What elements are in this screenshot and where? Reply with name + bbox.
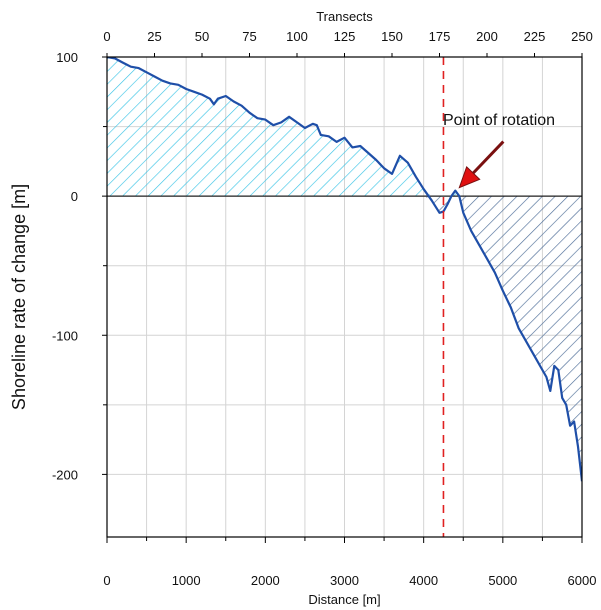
x-tick-label: 3000 [330,573,359,588]
annotation-layer [458,140,505,189]
y-tick-label: 100 [56,50,78,65]
annotation-arrow-head [458,165,481,189]
top-tick-label: 250 [571,29,593,44]
top-tick-label: 125 [334,29,356,44]
y-axis-title: Shoreline rate of change [m] [9,184,29,410]
x-tick-label: 1000 [172,573,201,588]
top-tick-label: 225 [524,29,546,44]
area-fills [107,57,582,482]
annotation-arrow-shaft [472,140,505,175]
x-tick-label: 5000 [488,573,517,588]
y-tick-label: -200 [52,467,78,482]
x-tick-label: 4000 [409,573,438,588]
point-of-rotation-label: Point of rotation [443,112,555,129]
top-tick-label: 50 [195,29,209,44]
top-tick-label: 175 [429,29,451,44]
top-axis-title: Transects [316,9,373,24]
x-tick-label: 2000 [251,573,280,588]
top-tick-label: 150 [381,29,403,44]
shoreline-change-line [107,57,582,482]
x-axis-title: Distance [m] [308,592,380,607]
top-tick-label: 100 [286,29,308,44]
series-layer [107,57,582,537]
top-tick-label: 200 [476,29,498,44]
top-tick-label: 0 [103,29,110,44]
x-tick-label: 0 [103,573,110,588]
negative-change-fill [107,196,582,482]
x-tick-label: 6000 [568,573,597,588]
positive-change-fill [107,57,582,197]
y-tick-label: -100 [52,328,78,343]
top-tick-label: 25 [147,29,161,44]
top-tick-label: 75 [242,29,256,44]
y-tick-label: 0 [71,189,78,204]
